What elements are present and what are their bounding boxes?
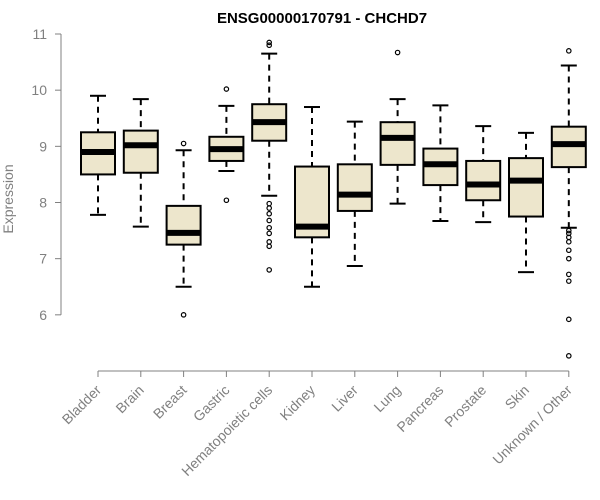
box-group <box>80 94 116 216</box>
y-tick-label: 6 <box>39 307 47 323</box>
x-tick-label: Gastric <box>190 382 233 425</box>
box-iqr <box>122 129 159 174</box>
x-tick-label: Breast <box>150 382 190 422</box>
box-group <box>422 104 459 223</box>
outlier-point <box>266 217 273 224</box>
outlier-point <box>266 39 273 46</box>
box-group <box>208 86 245 204</box>
outlier-point <box>266 230 273 237</box>
outlier-point <box>565 239 572 245</box>
box-group <box>122 98 159 228</box>
x-tick-label: Liver <box>328 382 361 415</box>
outlier-point <box>565 227 572 234</box>
box-iqr <box>465 159 502 202</box>
box-group <box>294 106 330 288</box>
x-tick-label: Brain <box>112 382 146 416</box>
y-tick-label: 7 <box>39 251 47 267</box>
outlier-point <box>266 210 273 217</box>
box-iqr <box>165 204 202 246</box>
box-group <box>165 140 202 318</box>
x-tick-label: Prostate <box>441 382 489 430</box>
outlier-point <box>565 247 572 254</box>
outlier-point <box>266 243 273 250</box>
outlier-point <box>565 353 572 359</box>
y-tick-label: 10 <box>31 82 47 98</box>
box-group <box>379 49 416 205</box>
x-tick-label: Skin <box>502 382 533 413</box>
outlier-point <box>223 197 230 204</box>
outlier-point <box>266 224 273 231</box>
box-iqr <box>336 163 373 212</box>
box-group <box>336 120 373 267</box>
outlier-point <box>180 312 187 318</box>
chart-title: ENSG00000170791 - CHCHD7 <box>217 10 427 27</box>
box-group <box>465 125 502 224</box>
outlier-point <box>266 267 273 273</box>
outlier-point <box>565 255 572 262</box>
y-tick-label: 11 <box>32 26 47 42</box>
outlier-point <box>266 239 273 245</box>
y-axis: 6 7 8 9 10 11 <box>31 26 62 323</box>
box-group <box>508 131 544 274</box>
outlier-point <box>565 271 572 278</box>
outlier-point <box>394 49 401 56</box>
y-tick-label: 8 <box>39 195 47 211</box>
outlier-point <box>565 316 572 323</box>
outlier-point <box>565 48 572 54</box>
y-axis-label: Expression <box>0 164 16 233</box>
box-iqr <box>379 121 416 166</box>
outlier-point <box>223 86 230 92</box>
plot-area <box>80 39 587 359</box>
box-group <box>550 48 587 359</box>
x-tick-label: Bladder <box>59 382 105 428</box>
outlier-point <box>565 278 572 284</box>
x-tick-label: Lung <box>370 382 403 415</box>
x-tick-label: Pancreas <box>393 382 446 435</box>
box-iqr <box>508 157 544 218</box>
outlier-point <box>266 42 273 49</box>
x-tick-label: Kidney <box>277 382 319 424</box>
outlier-point <box>180 140 187 147</box>
box-group <box>251 39 288 273</box>
y-tick-label: 9 <box>39 138 47 154</box>
outlier-point <box>266 200 273 207</box>
x-tick-label: Unknown / Other <box>489 382 575 468</box>
outlier-point <box>266 205 273 211</box>
